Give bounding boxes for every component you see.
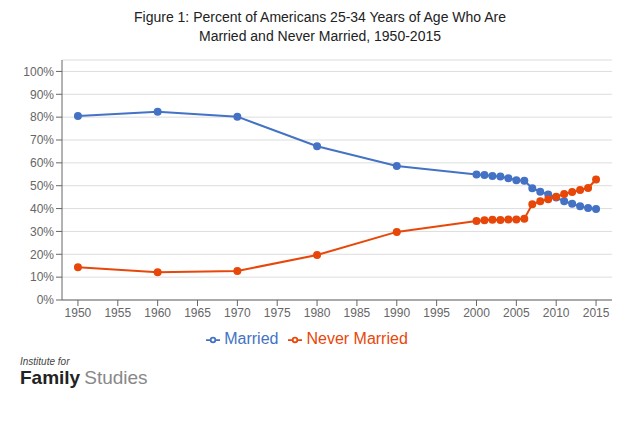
html-text:Figure 1: Percent of Americans: Figure 1: Percent of Americans 25-34 Yea… <box>134 9 506 25</box>
svg-text:10%: 10% <box>30 270 54 284</box>
svg-text:2005: 2005 <box>503 306 530 320</box>
svg-text:2015: 2015 <box>583 306 610 320</box>
svg-text:20%: 20% <box>30 248 54 262</box>
svg-text:1955: 1955 <box>104 306 131 320</box>
svg-text:0%: 0% <box>37 293 55 307</box>
svg-text:1960: 1960 <box>144 306 171 320</box>
html-text:Never Married: Never Married <box>306 330 408 347</box>
svg-text:1965: 1965 <box>184 306 211 320</box>
svg-text:30%: 30% <box>30 225 54 239</box>
html-text:Married and Never Married, 195: Married and Never Married, 1950-2015 <box>199 28 441 44</box>
html-text:Institute for: Institute for <box>20 356 70 367</box>
svg-text:70%: 70% <box>30 133 54 147</box>
svg-text:1990: 1990 <box>383 306 410 320</box>
svg-text:1950: 1950 <box>65 306 92 320</box>
svg-text:1970: 1970 <box>224 306 251 320</box>
svg-text:50%: 50% <box>30 179 54 193</box>
html-text:Family Studies: Family Studies <box>20 367 148 388</box>
svg-text:80%: 80% <box>30 110 54 124</box>
svg-text:1980: 1980 <box>304 306 331 320</box>
svg-text:2010: 2010 <box>543 306 570 320</box>
svg-text:1995: 1995 <box>423 306 450 320</box>
html-text:Married: Married <box>224 330 279 347</box>
svg-text:60%: 60% <box>30 156 54 170</box>
svg-text:1985: 1985 <box>344 306 371 320</box>
svg-text:90%: 90% <box>30 88 54 102</box>
svg-text:40%: 40% <box>30 202 54 216</box>
svg-text:1975: 1975 <box>264 306 291 320</box>
svg-text:100%: 100% <box>23 65 54 79</box>
svg-text:2000: 2000 <box>463 306 490 320</box>
